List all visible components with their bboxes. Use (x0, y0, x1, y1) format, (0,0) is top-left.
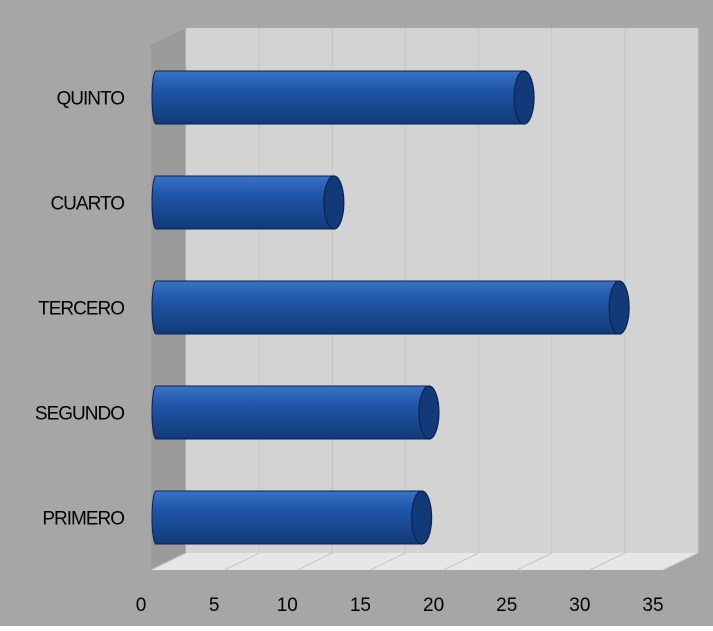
bar-cuarto (151, 175, 345, 230)
x-tick-label: 0 (136, 595, 147, 616)
bar-body (151, 385, 430, 440)
x-tick-label: 5 (209, 595, 220, 616)
x-tick-label: 10 (277, 595, 298, 616)
x-tick-label: 25 (496, 595, 517, 616)
bar-body (151, 280, 620, 335)
bars (151, 70, 630, 545)
category-label: TERCERO (38, 299, 124, 320)
bar-cap (608, 280, 630, 335)
floor-gridline (589, 552, 626, 571)
x-tick-label: 15 (350, 595, 371, 616)
floor-gridline (443, 552, 479, 571)
bar-cap (513, 70, 535, 125)
category-label: SEGUNDO (35, 404, 124, 425)
category-label: PRIMERO (42, 509, 124, 530)
floor-gridline (297, 552, 333, 571)
floor-gridline (662, 552, 699, 571)
x-tick-label: 30 (569, 595, 590, 616)
x-tick-label: 35 (642, 595, 663, 616)
floor-gridline (516, 552, 552, 571)
bar-body (151, 490, 423, 545)
plot-floor (151, 553, 698, 570)
bar-tercero (151, 280, 630, 335)
x-axis-labels: 0 5 10 15 20 25 30 35 (136, 595, 664, 616)
bar-primero (151, 490, 433, 545)
floor-gridline (370, 552, 406, 571)
y-axis-labels: PRIMERO SEGUNDO TERCERO CUARTO QUINTO (35, 89, 125, 530)
bar-segundo (151, 385, 440, 440)
category-label: QUINTO (56, 89, 124, 110)
bar-cap (323, 175, 345, 230)
bar-cap (411, 490, 433, 545)
bar-body (151, 175, 335, 230)
x-tick-label: 20 (423, 595, 444, 616)
bar-quinto (151, 70, 535, 125)
bar-cap (418, 385, 440, 440)
floor-gridline (223, 552, 260, 571)
bar-body (151, 70, 525, 125)
floor-gridline (150, 552, 187, 571)
category-label: CUARTO (50, 194, 124, 215)
